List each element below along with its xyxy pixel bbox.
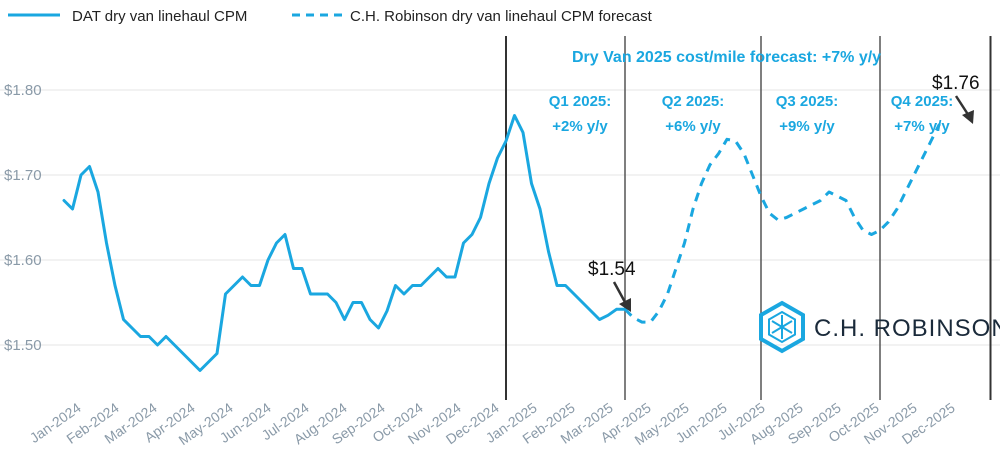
q2-change: +6% y/y <box>665 118 721 135</box>
x-axis-ticks: Jan-2024Feb-2024Mar-2024Apr-2024May-2024… <box>27 399 958 448</box>
q1-change: +2% y/y <box>552 118 608 135</box>
legend-label-forecast: C.H. Robinson dry van linehaul CPM forec… <box>350 8 653 25</box>
callout-dec-label: $1.76 <box>932 73 980 94</box>
logo-text: C.H. ROBINSON <box>814 315 1000 342</box>
q4-change: +7% y/y <box>894 118 950 135</box>
callout-apr-label: $1.54 <box>588 259 636 280</box>
y-tick-label: $1.80 <box>4 82 42 99</box>
legend-label-dat: DAT dry van linehaul CPM <box>72 8 247 25</box>
callout-apr-arrowhead <box>619 298 631 312</box>
q4-name: Q4 2025: <box>891 93 954 110</box>
series-lines <box>62 114 941 372</box>
callout-apr: $1.54 <box>588 259 636 312</box>
ch-robinson-logo: C.H. ROBINSON <box>759 300 1000 354</box>
quarter-annotations: Q1 2025: +2% y/y Q2 2025: +6% y/y Q3 202… <box>549 93 954 135</box>
forecast-title: Dry Van 2025 cost/mile forecast: +7% y/y <box>572 49 881 66</box>
q1-name: Q1 2025: <box>549 93 612 110</box>
q3-change: +9% y/y <box>779 118 835 135</box>
q2-name: Q2 2025: <box>662 93 725 110</box>
y-axis-ticks: $1.50 $1.60 $1.70 $1.80 <box>4 82 42 354</box>
quarter-dividers <box>505 36 992 400</box>
gridlines <box>0 89 1000 346</box>
y-tick-label: $1.60 <box>4 252 42 269</box>
y-tick-label: $1.70 <box>4 167 42 184</box>
q3-name: Q3 2025: <box>776 93 839 110</box>
series-line-0 <box>62 114 627 372</box>
logo-mark-icon <box>759 300 805 354</box>
y-tick-label: $1.50 <box>4 337 42 354</box>
callout-dec-arrow <box>954 95 971 117</box>
callout-dec: $1.76 <box>932 73 980 124</box>
callout-apr-arrow <box>612 281 628 305</box>
series-line-1 <box>623 123 941 324</box>
callout-dec-arrowhead <box>962 110 974 124</box>
legend: DAT dry van linehaul CPM C.H. Robinson d… <box>8 8 653 25</box>
